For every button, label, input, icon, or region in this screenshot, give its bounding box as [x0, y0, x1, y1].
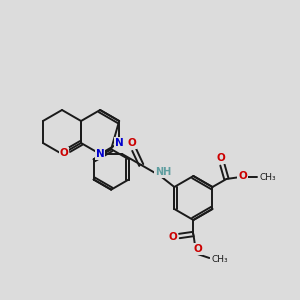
Text: O: O [238, 171, 247, 181]
Text: N: N [115, 138, 124, 148]
Text: O: O [128, 138, 136, 148]
Text: N: N [96, 149, 104, 159]
Text: O: O [193, 244, 202, 254]
Text: CH₃: CH₃ [259, 172, 276, 182]
Text: O: O [168, 232, 177, 242]
Text: O: O [216, 153, 225, 163]
Text: O: O [59, 148, 68, 158]
Text: NH: NH [155, 167, 172, 177]
Text: CH₃: CH₃ [211, 254, 228, 263]
